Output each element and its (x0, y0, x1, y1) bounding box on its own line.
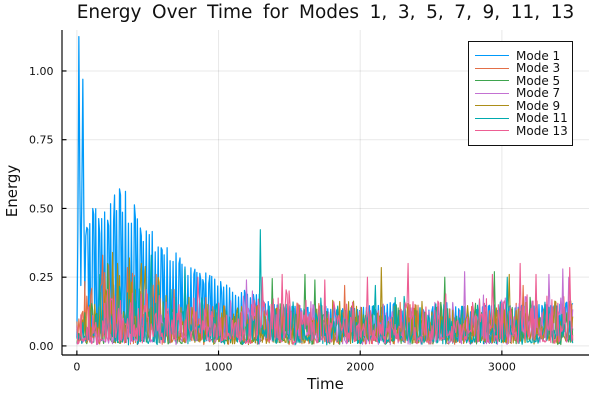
x-tick-label: 3000 (488, 361, 516, 374)
series-line-mode-13 (76, 262, 574, 346)
legend-line-sample (475, 55, 509, 57)
y-tick-label: 0.25 (29, 271, 54, 284)
x-tick-label: 0 (73, 361, 80, 374)
legend-label: Mode 3 (516, 61, 561, 76)
legend-item-mode-3: Mode 3 (475, 62, 572, 74)
legend-label: Mode 1 (516, 48, 561, 63)
y-tick-label: 1.00 (29, 65, 54, 78)
legend-item-mode-1: Mode 1 (475, 50, 572, 62)
legend: Mode 1 Mode 3 Mode 5 Mode 7 Mode 9 Mode 11 Mod… (468, 41, 573, 146)
legend-item-mode-5: Mode 5 (475, 75, 572, 87)
legend-label: Mode 11 (516, 111, 568, 126)
legend-line-sample (475, 117, 509, 119)
chart-title: Energy Over Time for Modes 1, 3, 5, 7, 9… (76, 1, 575, 23)
legend-line-sample (475, 130, 509, 132)
x-tick-label: 1000 (205, 361, 233, 374)
legend-line-sample (475, 92, 509, 94)
legend-item-mode-13: Mode 13 (475, 123, 572, 138)
legend-line-sample (475, 80, 509, 82)
x-axis-label: Time (307, 375, 344, 393)
y-tick-label: 0.00 (29, 340, 54, 353)
y-tick-label: 0.50 (29, 202, 54, 215)
x-tick-label: 2000 (346, 361, 374, 374)
legend-item-mode-9: Mode 9 (475, 98, 572, 113)
legend-label: Mode 13 (516, 123, 568, 138)
y-tick-label: 0.75 (29, 134, 54, 147)
legend-label: Mode 7 (516, 86, 561, 101)
legend-label: Mode 5 (516, 73, 561, 88)
legend-item-mode-11: Mode 11 (475, 112, 572, 124)
legend-item-mode-7: Mode 7 (475, 87, 572, 99)
legend-label: Mode 9 (516, 98, 561, 113)
y-axis-label: Energy (3, 164, 21, 218)
legend-line-sample (475, 105, 509, 107)
legend-line-sample (475, 67, 509, 69)
